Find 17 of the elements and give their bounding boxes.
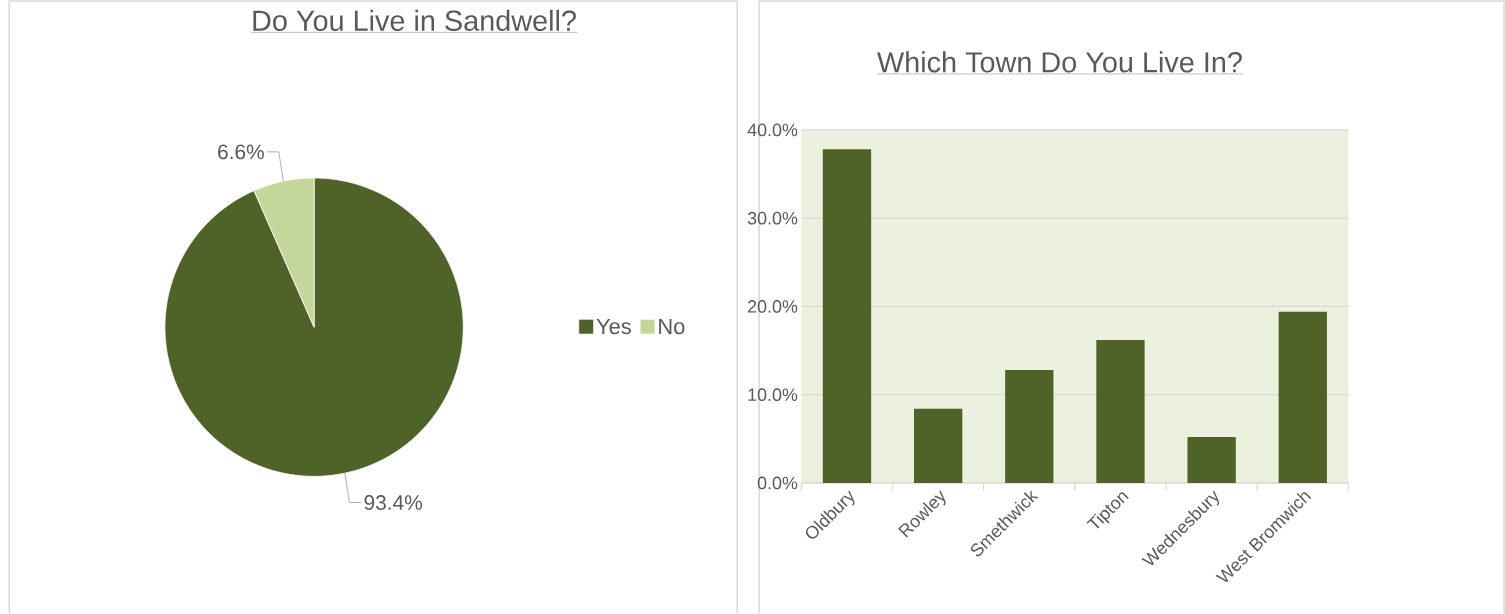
y-tick-label: 20.0% xyxy=(748,300,798,313)
data-label: 93.4% xyxy=(364,495,422,511)
legend-label: No xyxy=(659,319,685,335)
y-tick-label: 0.0% xyxy=(757,476,798,490)
chart-title: Which Town Do You Live In? xyxy=(877,51,1242,73)
bar xyxy=(822,149,872,484)
bar xyxy=(1005,370,1054,484)
y-tick-label: 10.0% xyxy=(748,388,798,402)
bar xyxy=(1278,311,1327,484)
legend-label: Yes xyxy=(596,319,631,335)
data-label: 6.6% xyxy=(218,144,264,160)
bar xyxy=(913,409,963,484)
y-tick-label: 40.0% xyxy=(747,123,798,137)
chart-title: Do You Live in Sandwell? xyxy=(253,9,576,32)
y-tick-label: 30.0% xyxy=(747,212,798,225)
bar xyxy=(1096,340,1145,484)
bar xyxy=(1187,437,1236,484)
